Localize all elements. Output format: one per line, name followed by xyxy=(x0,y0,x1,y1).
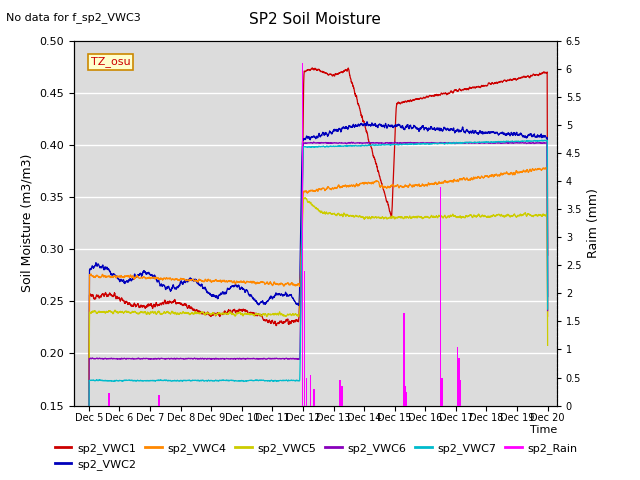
Bar xyxy=(339,380,341,406)
Text: No data for f_sp2_VWC3: No data for f_sp2_VWC3 xyxy=(6,12,141,23)
Bar xyxy=(403,313,404,406)
Text: SP2 Soil Moisture: SP2 Soil Moisture xyxy=(249,12,381,27)
Text: TZ_osu: TZ_osu xyxy=(90,57,130,67)
Bar xyxy=(306,378,307,406)
Bar xyxy=(440,187,442,406)
Bar xyxy=(108,393,109,406)
Bar xyxy=(341,386,342,406)
Bar xyxy=(456,347,458,406)
Text: Time: Time xyxy=(529,425,557,435)
Bar xyxy=(460,380,461,406)
Y-axis label: Soil Moisture (m3/m3): Soil Moisture (m3/m3) xyxy=(20,154,33,292)
Y-axis label: Raim (mm): Raim (mm) xyxy=(587,188,600,258)
Bar xyxy=(303,271,305,406)
Bar xyxy=(158,396,160,406)
Bar xyxy=(313,389,314,406)
Bar xyxy=(406,392,407,406)
Bar xyxy=(458,358,460,406)
Bar xyxy=(404,386,406,406)
Bar xyxy=(310,375,312,406)
Legend: sp2_VWC1, sp2_VWC2, sp2_VWC4, sp2_VWC5, sp2_VWC6, sp2_VWC7, sp2_Rain: sp2_VWC1, sp2_VWC2, sp2_VWC4, sp2_VWC5, … xyxy=(51,438,582,474)
Bar xyxy=(441,378,443,406)
Bar xyxy=(301,63,303,406)
